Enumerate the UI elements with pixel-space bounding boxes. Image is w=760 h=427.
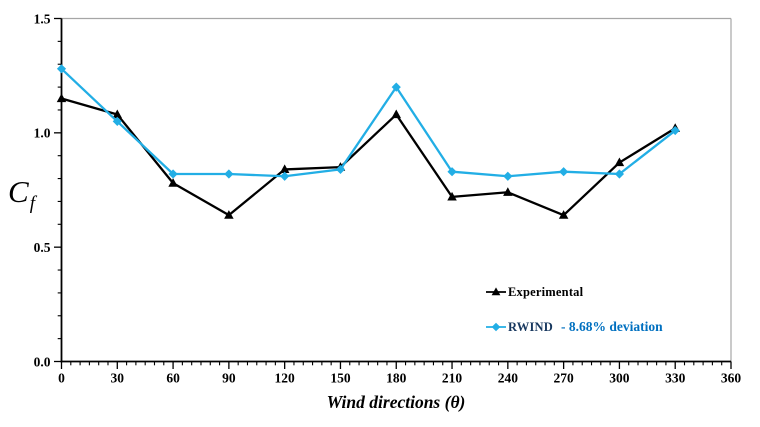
series-experimental-marker (112, 109, 123, 119)
series-experimental-marker (391, 109, 401, 119)
x-tick-label: 300 (609, 371, 630, 386)
experimental-swatch-marker (491, 287, 501, 296)
legend: Experimental RWIND - 8.68% deviation (486, 285, 663, 334)
rwind-swatch-marker (491, 322, 501, 332)
x-tick-label: 150 (330, 371, 351, 386)
series-experimental-marker (614, 157, 625, 167)
series-rwind-marker (391, 82, 401, 92)
series-experimental-line (61, 97, 676, 217)
rwind-swatch-icon (486, 322, 506, 332)
legend-item-experimental: Experimental (486, 285, 663, 299)
x-tick-label: 210 (442, 371, 463, 386)
y-axis-title-subscript: f (29, 193, 35, 214)
y-axis-title: Cf (8, 176, 35, 213)
legend-label-experimental: Experimental (508, 284, 584, 299)
y-axis: 0.0 0.5 1.0 1.5 (34, 11, 62, 369)
y-tick-label: 1.0 (34, 126, 51, 141)
x-tick-label: 0 (58, 371, 65, 386)
x-tick-label: 330 (665, 371, 686, 386)
series-rwind-marker (614, 169, 625, 179)
x-tick-label: 30 (111, 371, 125, 386)
experimental-swatch-icon (486, 287, 506, 296)
series-experimental (56, 93, 680, 219)
legend-item-rwind: RWIND - 8.68% deviation (486, 319, 663, 334)
series-experimental-marker (56, 93, 67, 103)
series-rwind-marker (335, 164, 346, 175)
series-rwind-line (60, 67, 676, 178)
x-tick-label: 360 (721, 371, 742, 386)
series-rwind-marker (280, 171, 290, 181)
series-rwind-marker (56, 64, 67, 74)
x-tick-label: 60 (166, 371, 180, 386)
series-rwind-marker (670, 125, 680, 136)
series-experimental-marker (224, 210, 234, 219)
y-axis-title-symbol: C (8, 174, 29, 209)
x-tick-label: 270 (554, 371, 575, 386)
legend-label-rwind: RWIND (508, 319, 554, 334)
series-experimental-marker (168, 178, 178, 187)
series-experimental-marker (503, 187, 513, 196)
x-tick-label: 120 (275, 371, 296, 386)
series-experimental-marker (279, 164, 290, 174)
series-rwind-marker (224, 169, 234, 179)
series-rwind-marker (447, 167, 457, 177)
series-experimental-marker (447, 191, 457, 201)
series-experimental-marker (558, 210, 569, 219)
x-tick-label: 240 (498, 371, 519, 386)
series-rwind-marker (112, 116, 122, 126)
series-rwind-marker (559, 167, 569, 177)
x-tick-label: 180 (386, 371, 407, 386)
x-axis-title: Wind directions (θ) (326, 392, 466, 412)
y-tick-label: 0.5 (34, 240, 51, 255)
series-rwind (56, 64, 680, 181)
x-axis: 0 30 60 90 120 150 180 210 240 270 300 330 360 (58, 361, 742, 386)
y-tick-label: 0.0 (34, 354, 51, 369)
rwind-deviation-text: - 8.68% deviation (561, 319, 663, 334)
x-tick-label: 90 (222, 371, 236, 386)
series-rwind-marker (168, 169, 178, 179)
y-tick-label: 1.5 (34, 11, 51, 26)
series-rwind-marker (503, 171, 513, 181)
